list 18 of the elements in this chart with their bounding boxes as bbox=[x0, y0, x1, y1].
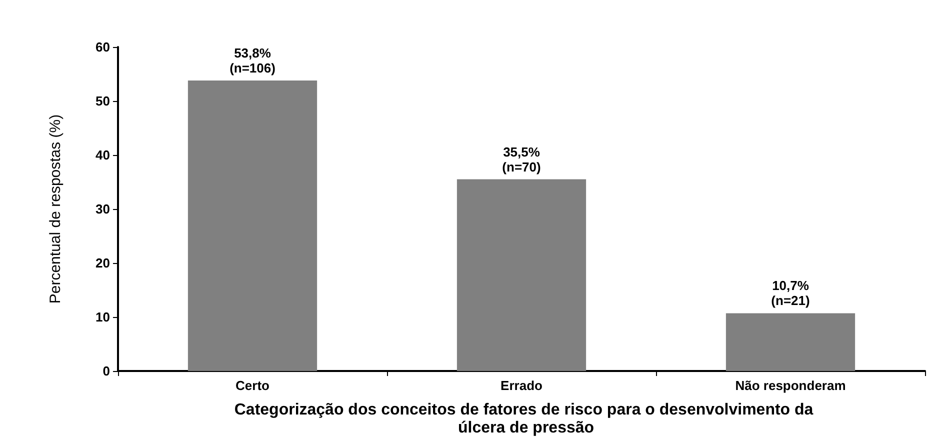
bar bbox=[456, 179, 586, 371]
y-tick-label: 0 bbox=[102, 364, 110, 378]
y-tick-label: 40 bbox=[96, 148, 110, 162]
y-tick-label: 50 bbox=[96, 94, 110, 108]
x-tick-label: Não responderam bbox=[735, 378, 846, 393]
data-label: 10,7% (n=21) bbox=[771, 278, 810, 308]
x-tick-label: Certo bbox=[236, 378, 270, 393]
y-tick-label: 30 bbox=[96, 202, 110, 216]
y-axis-title: Percentual de respostas (%) bbox=[47, 114, 64, 304]
x-tick-label: Errado bbox=[500, 378, 543, 393]
bar bbox=[726, 313, 856, 371]
x-axis-title: Categorização dos conceitos de fatores de risco para o desenvolvimento da úlcera de pressão bbox=[234, 402, 818, 436]
data-label: 35,5% (n=70) bbox=[502, 144, 541, 174]
data-label: 53,8% (n=106) bbox=[230, 45, 276, 76]
bar bbox=[188, 80, 318, 371]
y-tick-label: 10 bbox=[96, 310, 110, 324]
y-tick-label: 20 bbox=[96, 256, 110, 270]
y-tick-label: 60 bbox=[96, 40, 110, 54]
